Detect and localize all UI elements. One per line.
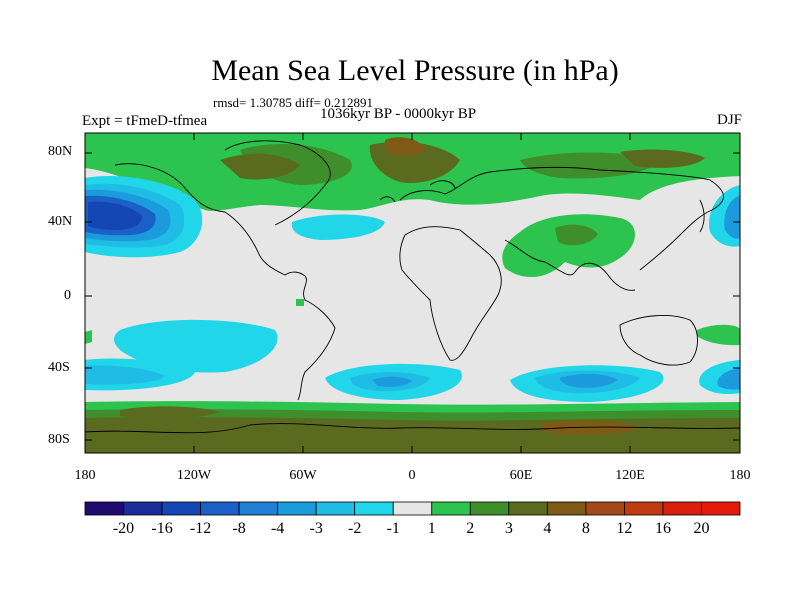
colorbar-swatch <box>277 501 317 516</box>
colorbar-swatch <box>238 501 279 516</box>
positive-anomaly-asia <box>502 214 635 278</box>
lon-label-120e: 120E <box>615 468 645 483</box>
colorbar-label: -1 <box>386 520 400 537</box>
colorbar-label: 12 <box>616 520 633 537</box>
lon-label-0: 0 <box>408 468 416 483</box>
positive-anomaly-north-atlantic-core <box>385 137 425 156</box>
colorbar-swatch <box>123 501 163 516</box>
positive-anomaly-siberia-core <box>620 149 705 168</box>
colorbar-label: 4 <box>543 520 552 537</box>
lat-label-80n: 80N <box>48 144 73 159</box>
colorbar-swatch <box>701 501 741 516</box>
period-subtitle: 1036kyr BP - 0000kyr BP <box>320 106 477 122</box>
rmsd-diff-stats: rmsd= 1.30785 diff= 0.212891 <box>213 95 373 110</box>
colorbar-label: 20 <box>693 520 710 537</box>
negative-anomaly-southern-east-core <box>717 368 740 390</box>
africa-coast <box>399 226 502 361</box>
colorbar-swatch <box>354 501 394 516</box>
experiment-label: Expt = tFmeD-tfmea <box>82 113 208 129</box>
colorbar-label: -8 <box>232 520 246 537</box>
south-asia-coast <box>504 239 636 291</box>
positive-anomaly-asia-core <box>555 224 598 246</box>
negative-anomaly-east-edge-core <box>724 195 740 239</box>
colorbar-label: 16 <box>654 520 671 537</box>
iceland-coast <box>379 196 396 203</box>
colorbar-label: -3 <box>309 520 323 537</box>
negative-anomaly-south-indian-core <box>560 374 618 388</box>
colorbar-swatch <box>508 501 548 516</box>
positive-anomaly-atlantic-patch <box>296 299 304 306</box>
lat-label-equator: 0 <box>64 288 71 303</box>
eurasia-north-coast <box>399 166 724 271</box>
colorbar-swatch <box>662 501 702 516</box>
americas-coast <box>114 163 336 401</box>
colorbar-swatch <box>585 501 625 516</box>
lon-label-180-west: 180 <box>74 468 96 483</box>
colorbar-swatch <box>469 501 510 516</box>
lat-label-80s: 80S <box>48 432 70 447</box>
colorbar-label: 3 <box>504 520 513 537</box>
lat-label-40n: 40N <box>48 214 73 229</box>
lon-label-60w: 60W <box>289 468 317 483</box>
positive-anomaly-antarctic-patch-west <box>120 406 220 419</box>
australia-coast <box>619 315 698 366</box>
negative-anomaly-south-atlantic-core <box>372 376 412 387</box>
colorbar-swatch <box>84 501 124 516</box>
colorbar-swatch <box>315 501 356 516</box>
colorbar-swatch <box>392 501 433 516</box>
colorbar-label: -16 <box>151 520 173 537</box>
positive-anomaly-siberia <box>520 152 660 179</box>
lat-label-40s: 40S <box>48 360 70 375</box>
pressure-field <box>85 133 740 453</box>
colorbar-label: -4 <box>270 520 285 537</box>
colorbar-swatch <box>200 501 240 516</box>
colorbar-label: -2 <box>348 520 362 537</box>
negative-anomaly-southern-pacific-west-core <box>85 365 165 385</box>
colorbar-label: -20 <box>112 520 135 537</box>
axis-ticks <box>85 133 740 453</box>
colorbar <box>84 501 741 516</box>
japan-coast <box>699 199 705 233</box>
negative-anomaly-north-atlantic <box>291 214 385 240</box>
positive-anomaly-east-pacific <box>697 324 740 346</box>
positive-anomaly-west-edge <box>85 330 92 344</box>
negative-anomaly-south-pacific <box>114 319 278 373</box>
colorbar-swatch <box>431 501 471 516</box>
lon-label-60e: 60E <box>509 468 533 483</box>
lon-label-180-east: 180 <box>729 468 751 483</box>
greenland-coast <box>224 140 331 226</box>
season-label: DJF <box>716 112 742 128</box>
scandinavia-coast <box>429 180 456 189</box>
colorbar-swatch <box>624 501 664 516</box>
colorbar-label: 2 <box>466 520 475 537</box>
lon-label-120w: 120W <box>176 468 212 483</box>
colorbar-label: 8 <box>581 520 590 537</box>
antarctica-coast <box>85 423 740 434</box>
positive-anomaly-greenland-core <box>220 153 300 180</box>
colorbar-swatch <box>161 501 201 516</box>
coastlines <box>85 140 740 434</box>
map-title: Mean Sea Level Pressure (in hPa) <box>211 54 619 87</box>
negative-anomaly-north-pacific-core <box>88 201 142 230</box>
colorbar-label: -12 <box>189 520 212 537</box>
colorbar-label: 1 <box>427 520 436 537</box>
colorbar-swatch <box>546 501 587 516</box>
